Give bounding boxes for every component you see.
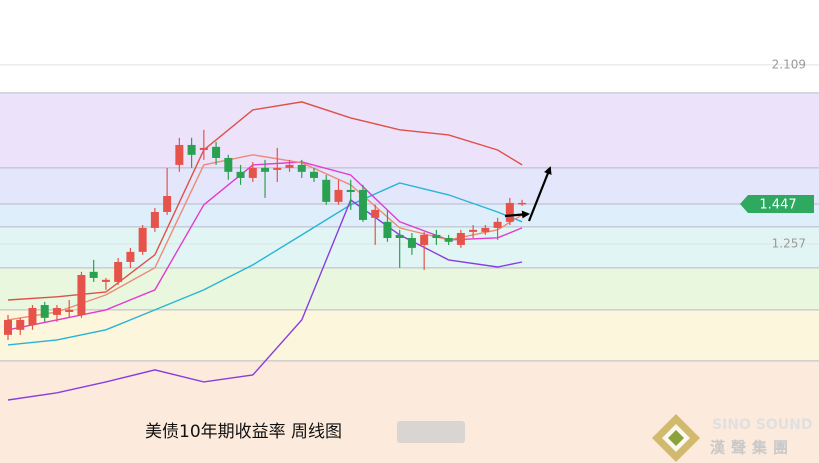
logo-core [668,430,684,446]
candle-body [469,229,478,232]
candles [4,129,527,340]
candle-body [297,164,306,172]
candle-body [199,147,208,150]
arrow [504,210,530,219]
candle-body [493,221,502,228]
candle-body [40,305,49,318]
candle-body [334,189,343,202]
y-tick-label: 2.109 [772,57,806,71]
candle-body [187,144,196,155]
price-tag [740,194,814,213]
band [0,360,819,463]
candle-body [346,189,355,193]
candle-body [285,164,294,168]
candle-body [4,319,12,335]
candle-body [28,307,37,325]
candle-body [212,146,221,158]
indicator-line [7,198,523,401]
indicator-line [7,101,523,301]
price-tag-label: 1.447 [759,197,796,212]
candle-body [150,211,159,228]
candle-body [407,238,416,248]
candle-body [444,238,453,242]
bands [0,92,819,463]
candle-body [114,261,123,282]
candle-body [126,251,135,262]
candle-body [432,234,441,239]
indicator-line [7,182,523,346]
brand: SINO SOUND [712,417,812,433]
candle-body [481,227,490,232]
candle-body [358,189,367,220]
candle-body [163,195,172,212]
candle-body [371,209,380,218]
candle-body [65,309,74,312]
candle-body [395,234,404,239]
candle-body [322,179,331,202]
candle-body [77,274,86,315]
candle-body [310,171,318,178]
labels: 2.109 1.257 1.447 [740,57,814,250]
blur-box [397,421,465,443]
candle-body [16,319,25,330]
candle-body [224,157,233,172]
brand-cn: 漢聲集團 [710,439,794,457]
band [0,267,819,310]
candle-body [89,271,98,278]
band [0,309,819,361]
candle-body [261,167,270,172]
candle-body [175,144,184,165]
logo: SINO SOUND 漢聲集團 [652,414,812,462]
candle-body [456,232,465,245]
candle-body [505,202,514,222]
arrow [527,166,552,222]
chart-title: 美债10年期收益率 周线图 [145,422,342,442]
candle-body [52,307,61,315]
candle-body [236,171,245,178]
candle-body [420,234,429,245]
candle-body [248,167,257,178]
candle-body [518,202,527,205]
candle-body [138,227,147,252]
grid [0,64,819,362]
band [0,203,819,227]
candle-body [273,167,282,170]
candle-body [101,279,110,282]
y-tick-label: 1.257 [772,236,806,250]
candle-body [383,221,392,239]
